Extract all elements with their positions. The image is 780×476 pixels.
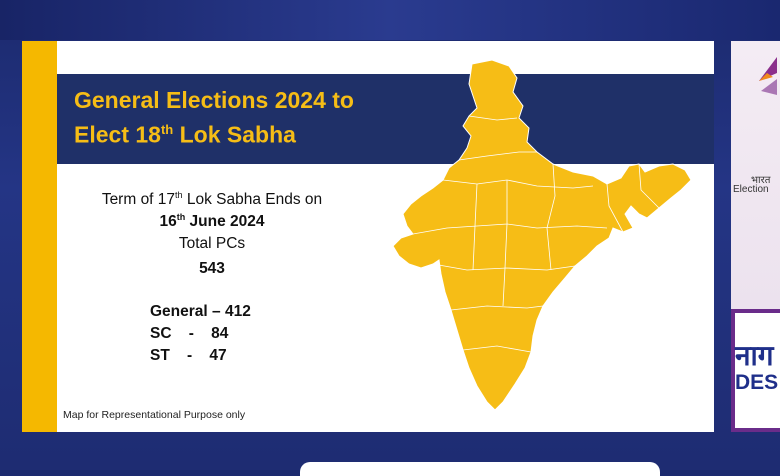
term-text-suffix: Lok Sabha Ends on <box>182 191 323 209</box>
end-date-prefix: 16 <box>159 213 177 231</box>
background-top-strip <box>0 0 780 40</box>
side-panel: भारत Election नाग DES <box>731 41 780 432</box>
side-election-label: Election <box>733 184 769 195</box>
title-line-1: General Elections 2024 to <box>74 87 354 113</box>
india-map-shape <box>392 59 692 411</box>
slide-title: General Elections 2024 to Elect 18th Lok… <box>74 85 454 150</box>
map-disclaimer: Map for Representational Purpose only <box>63 409 246 421</box>
side-hindi-label: भारत <box>751 175 771 186</box>
side-des-heading: DES <box>735 371 779 394</box>
india-map <box>392 59 692 411</box>
end-date-suffix: June 2024 <box>185 213 265 231</box>
bottom-overlay-bar <box>300 462 660 476</box>
slide-accent-bar <box>22 41 57 432</box>
end-date-sup: th <box>176 212 186 222</box>
st-count: ST - 47 <box>150 347 227 364</box>
title-line-2-prefix: Elect 18 <box>74 121 161 148</box>
term-text-sup: th <box>175 190 183 200</box>
eci-logo-icon <box>759 57 777 95</box>
side-hindi-heading: नाग <box>735 340 774 371</box>
presentation-slide: General Elections 2024 to Elect 18th Lok… <box>22 41 714 432</box>
title-line-2-sup: th <box>160 122 174 137</box>
side-panel-inner <box>735 313 780 428</box>
term-text-prefix: Term of 17 <box>101 191 176 209</box>
total-pcs-value: 543 <box>199 260 225 277</box>
sc-count: SC - 84 <box>150 325 229 342</box>
total-pcs-label: Total PCs <box>178 235 246 252</box>
title-line-2-suffix: Lok Sabha <box>173 121 296 148</box>
state-borders <box>412 115 660 353</box>
general-count: General – 412 <box>150 303 251 320</box>
term-info: Term of 17th Lok Sabha Ends on 16th June… <box>77 184 347 280</box>
title-banner <box>57 74 714 164</box>
constituency-breakdown: General – 412 SC - 84 ST - 47 <box>150 301 251 367</box>
